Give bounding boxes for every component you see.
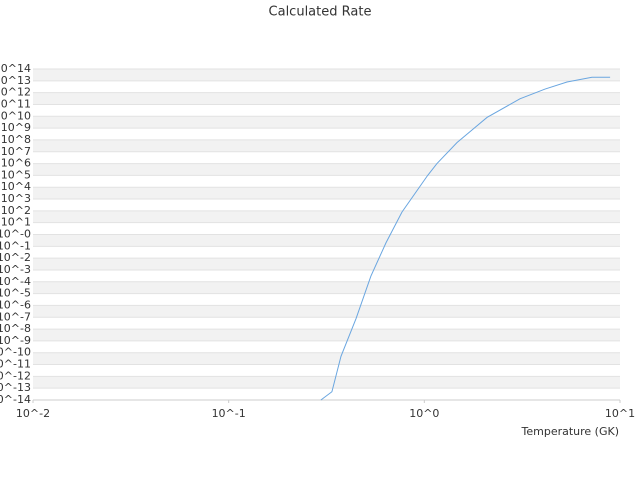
- grid-band: [33, 104, 620, 117]
- grid-band: [33, 234, 620, 247]
- y-tick-label: 10^-3: [0, 263, 31, 276]
- y-tick-label: 10^6: [1, 157, 31, 170]
- grid-band: [33, 139, 620, 152]
- grid-band: [33, 305, 620, 318]
- plot-area: [32, 68, 621, 403]
- grid-band: [33, 187, 620, 200]
- grid-band: [33, 222, 620, 235]
- y-tick-label: 10^-9: [0, 334, 31, 347]
- grid-band: [33, 128, 620, 140]
- grid-band: [33, 364, 620, 377]
- y-tick-label: 10^5: [1, 168, 31, 181]
- grid-band: [33, 269, 620, 282]
- x-tick-label: 10^-2: [16, 407, 50, 420]
- grid-band: [33, 80, 620, 93]
- grid-band: [33, 340, 620, 353]
- grid-band: [33, 352, 620, 365]
- y-tick-label: 10^-12: [0, 369, 31, 382]
- y-tick-label: 10^11: [0, 97, 31, 110]
- y-tick-label: 10^-4: [0, 275, 31, 288]
- grid-band: [33, 92, 620, 105]
- y-tick-label: 10^-11: [0, 358, 31, 371]
- y-tick-label: 10^8: [1, 133, 31, 146]
- grid-band: [33, 293, 620, 306]
- grid-band: [33, 329, 620, 341]
- grid-band: [33, 281, 620, 294]
- y-tick-label: 10^-6: [0, 298, 31, 311]
- y-tick-label: 10^4: [1, 180, 31, 193]
- y-tick-label: 10^-0: [0, 228, 31, 241]
- grid-band: [33, 388, 620, 400]
- y-tick-label: 10^-1: [0, 239, 31, 252]
- grid-band: [33, 258, 620, 270]
- grid-band: [33, 317, 620, 330]
- grid-band: [33, 163, 620, 176]
- y-tick-label: 10^-14: [0, 393, 31, 406]
- x-tick-label: 10^0: [409, 407, 439, 420]
- grid-band: [33, 199, 620, 211]
- y-tick-label: 10^1: [1, 216, 31, 229]
- y-tick-label: 10^-2: [0, 251, 31, 264]
- y-tick-label: 10^-5: [0, 287, 31, 300]
- grid-band: [33, 246, 620, 259]
- grid-band: [33, 69, 620, 81]
- grid-band: [33, 376, 620, 389]
- y-tick-label: 10^13: [0, 74, 31, 87]
- y-tick-label: 10^-7: [0, 310, 31, 323]
- grid-band: [33, 175, 620, 188]
- x-axis-label: Temperature (GK): [521, 425, 620, 438]
- y-tick-label: 10^2: [1, 204, 31, 217]
- y-tick-label: 10^3: [1, 192, 31, 205]
- x-tick-label: 10^1: [605, 407, 635, 420]
- y-tick-label: 10^9: [1, 121, 31, 134]
- data-line: [320, 76, 611, 401]
- y-tick-label: 10^14: [0, 62, 31, 75]
- y-tick-label: 10^12: [0, 86, 31, 99]
- y-tick-label: 10^10: [0, 109, 31, 122]
- y-tick-label: 10^-13: [0, 381, 31, 394]
- chart-title: Calculated Rate: [269, 5, 372, 20]
- y-tick-label: 10^-8: [0, 322, 31, 335]
- grid-band: [33, 116, 620, 129]
- grid-band: [33, 151, 620, 164]
- y-tick-label: 10^7: [1, 145, 31, 158]
- grid-band: [33, 210, 620, 223]
- x-tick-label: 10^-1: [212, 407, 246, 420]
- y-tick-label: 10^-10: [0, 346, 31, 359]
